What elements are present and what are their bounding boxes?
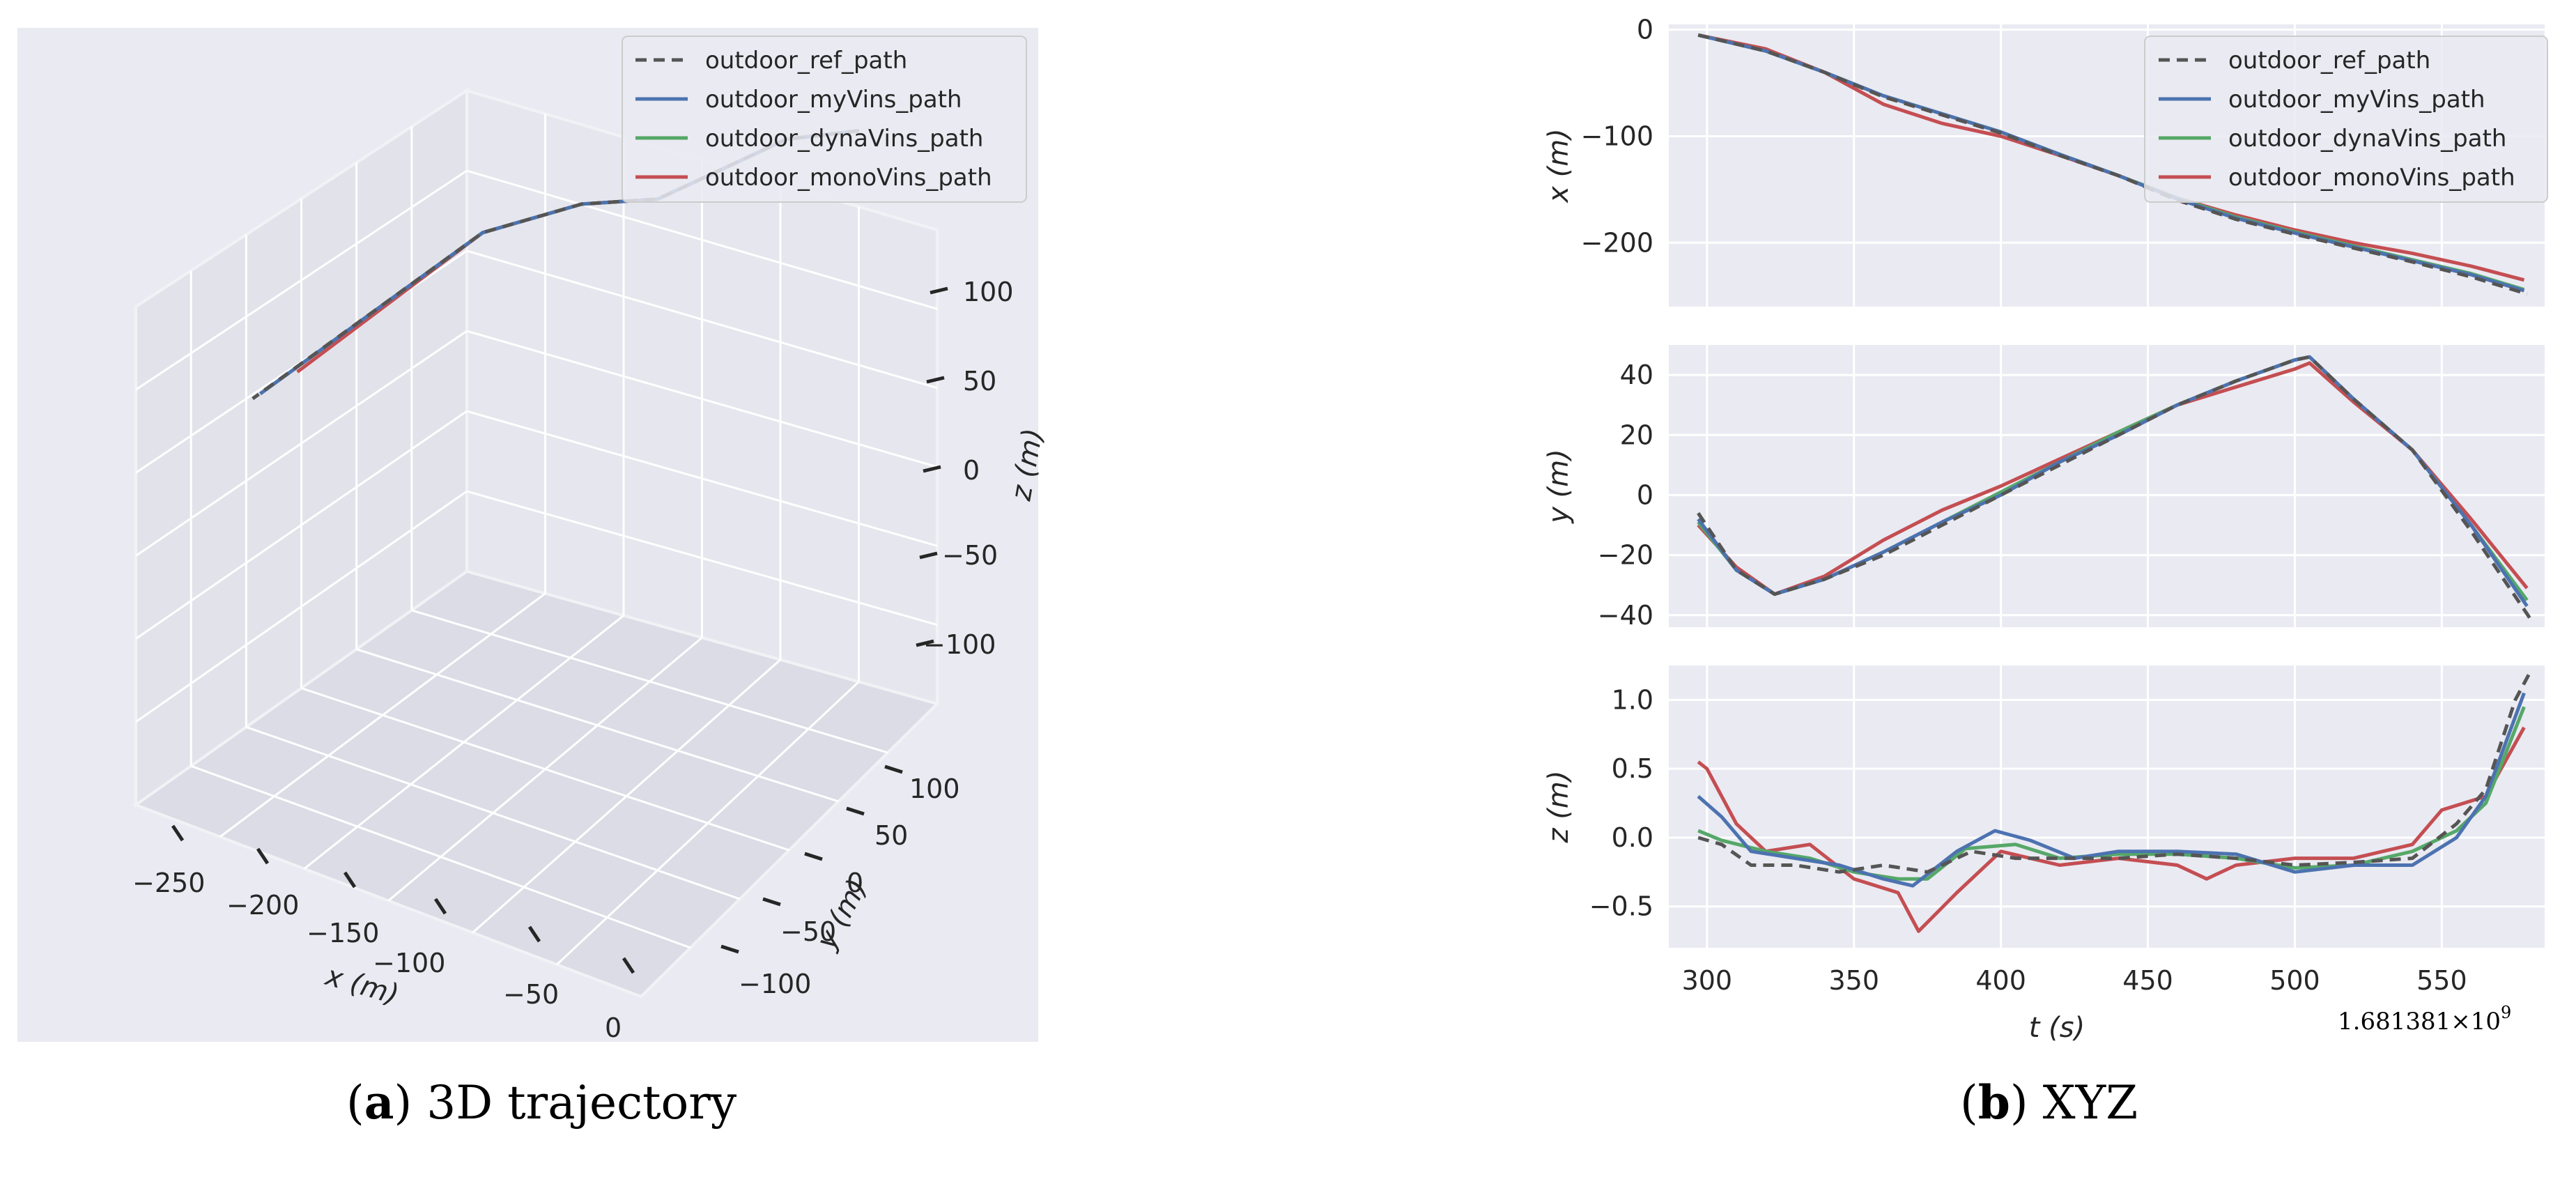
offset-mantissa: 1.681381×10 — [2338, 1008, 2501, 1036]
series-outdoor_dynaVins_path — [1697, 706, 2526, 881]
z-axis-ticks: 100 50 0 −50 −100 — [916, 277, 1014, 660]
caption-b: (b) XYZ — [1960, 1075, 2138, 1130]
offset-label: 1.681381×109 — [2338, 1003, 2511, 1036]
x-tick-label: −200 — [226, 890, 299, 921]
x-tick-label: 0 — [605, 1013, 622, 1043]
legend-xyz: outdoor_ref_path outdoor_myVins_pathoutdo… — [2144, 36, 2548, 203]
caption-b-text: XYZ — [2028, 1076, 2138, 1130]
y-tick-label: 0 — [1637, 479, 1653, 510]
grid-line-3d — [556, 681, 860, 966]
x-tick-mark — [343, 871, 357, 889]
caption-a: (a) 3D trajectory — [346, 1075, 737, 1130]
y-tick-mark — [720, 944, 739, 954]
x-tick-label: −50 — [503, 979, 559, 1010]
t-axis-label: t (s) — [2029, 1012, 2085, 1044]
x-tick-label: 350 — [1828, 965, 1879, 996]
grid-line-3d — [466, 490, 938, 626]
x-tick-label: −250 — [132, 868, 205, 898]
caption-b-lparen: ( — [1960, 1076, 1978, 1130]
y-tick-mark — [762, 897, 781, 907]
z-tick-mark — [926, 376, 945, 384]
caption-a-lparen: ( — [346, 1076, 364, 1130]
y-tick-label: 0.0 — [1612, 822, 1653, 853]
y-tick-mark — [804, 852, 823, 861]
y-tick-label: 0 — [1637, 15, 1653, 45]
z-tick-label: 100 — [963, 277, 1014, 307]
legend-label: outdoor_monoVins_path — [705, 164, 992, 192]
y-tick-label: 100 — [909, 774, 960, 804]
grid-line-3d — [135, 490, 468, 723]
grid-3d — [135, 114, 938, 966]
y-axis-label: x (m) — [1543, 128, 1575, 204]
legend-box — [2144, 36, 2548, 203]
x-axis-ticks: −250 −200 −150 −100 −50 0 — [132, 824, 635, 1043]
offset-exponent: 9 — [2501, 1003, 2511, 1022]
caption-a-rparen: ) — [394, 1076, 412, 1130]
z-tick-label: 0 — [963, 455, 980, 486]
y-tick-label: −20 — [1598, 540, 1653, 571]
x-tick-label: −150 — [307, 918, 379, 948]
y-tick-mark — [884, 764, 903, 774]
x-tick-mark — [527, 925, 541, 943]
x-tick-labels: 300 350 400 450 500 550 — [1682, 965, 2467, 996]
y-tick-label: 0 — [847, 868, 863, 898]
y-tick-mark — [846, 806, 865, 816]
y-tick-label: 40 — [1620, 360, 1653, 390]
legend-label: outdoor_dynaVins_path — [705, 125, 983, 153]
x-tick-label: 400 — [1975, 965, 2026, 996]
caption-a-letter: a — [364, 1075, 394, 1130]
x-tick-label: −100 — [373, 948, 445, 978]
x-tick-label: 300 — [1682, 965, 1733, 996]
legend-label: outdoor_monoVins_path — [2228, 164, 2515, 192]
x-tick-mark — [433, 898, 447, 915]
z-tick-label: 50 — [963, 366, 996, 397]
y-tick-label: −200 — [1581, 227, 1653, 258]
plot-3d-trajectory: 100 50 0 −50 −100 z (m) 100 50 0 −50 −10… — [17, 28, 1049, 1043]
x-tick-label: 500 — [2269, 965, 2320, 996]
caption-b-letter: b — [1978, 1075, 2010, 1130]
y-tick-label: 0.5 — [1612, 753, 1653, 784]
series-outdoor_myVins_path — [1697, 692, 2526, 888]
y-tick-label: 1.0 — [1612, 684, 1653, 715]
x-tick-mark — [256, 847, 270, 865]
z-tick-mark — [919, 551, 938, 560]
legend-3d: outdoor_ref_path outdoor_myVins_pathoutdo… — [622, 36, 1027, 203]
panel-2: 1.0 0.5 0.0 −0.5 z (m) — [1543, 666, 2545, 948]
series-outdoor_ref_path — [1697, 33, 2528, 296]
legend-label: outdoor_ref_path — [705, 47, 907, 75]
x-tick-label: 550 — [2416, 965, 2467, 996]
legend-label: outdoor_dynaVins_path — [2228, 125, 2506, 153]
y-tick-label: −100 — [1581, 121, 1653, 151]
x-tick-label: 450 — [2122, 965, 2173, 996]
z-tick-mark — [930, 286, 948, 295]
z-tick-label: −100 — [923, 629, 996, 660]
caption-a-text: 3D trajectory — [412, 1076, 737, 1130]
legend-box — [622, 36, 1027, 203]
panel-1: 40 20 0 −20 −40 y (m) — [1543, 345, 2545, 631]
legend-label: outdoor_ref_path — [2228, 47, 2430, 75]
y-tick-label: −100 — [739, 969, 811, 999]
panel-background — [1669, 666, 2545, 948]
y-axis-label: y (m) — [1543, 449, 1575, 524]
y-tick-label: 50 — [874, 820, 908, 851]
legend-label: outdoor_myVins_path — [705, 86, 962, 114]
y-tick-label: 20 — [1620, 420, 1653, 450]
y-axis-ticks: 100 50 0 −50 −100 — [720, 764, 960, 999]
series-outdoor_ref_path — [1697, 671, 2532, 874]
x-tick-mark — [171, 824, 185, 842]
z-tick-mark — [916, 639, 934, 647]
y-tick-label: −50 — [780, 916, 836, 947]
caption-b-rparen: ) — [2010, 1076, 2028, 1130]
legend-label: outdoor_myVins_path — [2228, 86, 2485, 114]
x-tick-mark — [622, 957, 635, 974]
y-tick-label: −40 — [1598, 600, 1653, 631]
z-tick-mark — [923, 465, 941, 473]
series-outdoor_monoVins_path — [1697, 726, 2526, 933]
y-tick-label: −0.5 — [1589, 891, 1653, 922]
series-outdoor_ref_path — [1697, 355, 2531, 620]
y-axis-label: z (m) — [1543, 771, 1575, 844]
z-tick-label: −50 — [942, 540, 998, 571]
